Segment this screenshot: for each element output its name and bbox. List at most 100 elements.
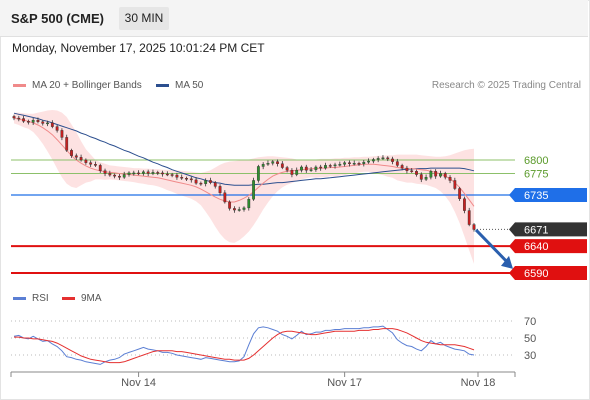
candle (189, 176, 193, 183)
candle (367, 158, 370, 164)
candle (237, 206, 241, 212)
candle-body (113, 174, 117, 177)
candle-body (185, 178, 188, 180)
candle (22, 115, 25, 123)
candle (175, 172, 179, 180)
candle (161, 170, 164, 177)
candle-body (448, 177, 452, 181)
candle-body (89, 162, 93, 165)
candle (429, 169, 433, 180)
projection-arrow-shaft (474, 228, 512, 266)
level-label-6800: 6800 (524, 155, 548, 167)
candle (410, 168, 414, 173)
candle (376, 156, 380, 163)
candle (50, 120, 54, 129)
candle (151, 169, 155, 176)
rsi-tick-70: 70 (524, 316, 536, 328)
candle-body (376, 158, 380, 160)
candle-body (161, 172, 164, 175)
candle-body (381, 157, 385, 160)
candle (185, 176, 188, 181)
candle-body (233, 208, 236, 211)
candle (165, 171, 169, 177)
candle (26, 119, 30, 125)
candle-body (26, 121, 30, 123)
legend-ma50-label: MA 50 (175, 80, 204, 91)
candle (242, 206, 246, 212)
candle (170, 172, 174, 178)
candle-body (348, 162, 351, 164)
candle (319, 164, 323, 171)
candle-body (429, 171, 433, 178)
level-label-6671: 6671 (524, 224, 548, 236)
candle (328, 163, 332, 169)
candle-body (146, 171, 150, 174)
candle-body (108, 173, 112, 176)
candle (31, 118, 35, 126)
candle-body (467, 210, 471, 225)
legend-rsi-ma-label: 9MA (81, 293, 102, 304)
candle (419, 172, 423, 183)
candle-body (410, 170, 414, 172)
candle-body (415, 171, 418, 175)
candle-body (472, 224, 476, 230)
candle-body (276, 161, 279, 164)
candle (463, 196, 466, 214)
candle (443, 171, 447, 180)
candle-body (256, 166, 260, 181)
ma20-swatch (13, 83, 26, 87)
candle-body (132, 172, 136, 175)
candle (453, 177, 457, 191)
candle (386, 156, 390, 162)
candle (146, 169, 150, 177)
candle-body (22, 118, 25, 122)
candle (60, 128, 64, 141)
candle (295, 167, 299, 177)
ma50-swatch (156, 83, 169, 87)
level-label-6590: 6590 (524, 268, 548, 280)
candle-body (70, 150, 73, 156)
candle (348, 160, 351, 167)
candle (84, 158, 88, 165)
level-tag-6590 (509, 266, 587, 280)
candle-body (36, 119, 40, 122)
candle (113, 173, 117, 179)
candle-body (103, 170, 107, 174)
x-tick-label: Nov 14 (121, 377, 156, 389)
candle (395, 158, 399, 167)
candle-body (285, 167, 289, 171)
candle (362, 160, 366, 167)
candle (12, 114, 16, 121)
candle (300, 165, 303, 173)
candle (381, 155, 385, 160)
timeframe-button[interactable]: 30 MIN (119, 7, 169, 30)
legend-rsi-label: RSI (32, 293, 49, 304)
candle (400, 163, 404, 171)
candle-body (266, 163, 270, 165)
candle-body (118, 175, 121, 178)
candle-body (434, 171, 438, 177)
level-tag-6640 (509, 239, 587, 254)
candle (280, 161, 284, 170)
candle-body (439, 173, 442, 177)
level-label-6640: 6640 (524, 241, 548, 253)
research-credit: Research © 2025 Trading Central (431, 80, 581, 91)
candle-body (170, 174, 174, 176)
candle-body (94, 164, 97, 166)
candle-body (194, 179, 198, 184)
candle-body (309, 169, 313, 171)
candle (391, 156, 394, 165)
candle-body (137, 172, 140, 175)
candle-body (180, 177, 184, 179)
candle (405, 165, 409, 174)
candle-body (304, 166, 308, 171)
candle (271, 160, 275, 166)
candle-body (218, 186, 222, 194)
candle-body (98, 165, 102, 171)
level-label-6735: 6735 (524, 190, 548, 202)
rsi-series-rsi (13, 325, 475, 365)
candle-body (223, 192, 227, 203)
candle (290, 168, 294, 178)
candle-body (295, 170, 299, 175)
